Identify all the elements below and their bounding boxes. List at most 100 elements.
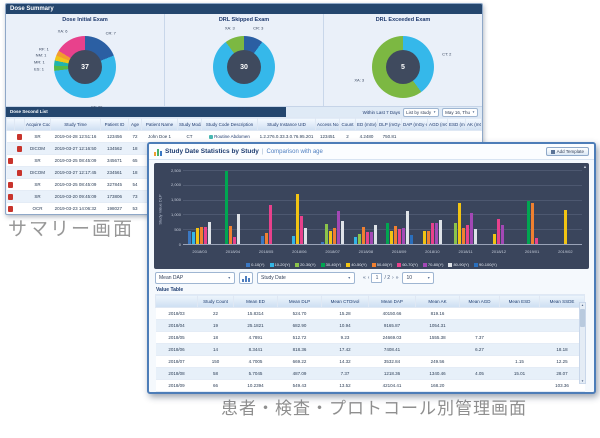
cell: 3532.84 <box>368 355 416 368</box>
date-select[interactable]: May 16, Thu ▼ <box>442 107 478 117</box>
prev-page-icon[interactable]: ‹ <box>367 275 370 281</box>
column-header[interactable]: DLP (mGy·cm) <box>377 117 402 131</box>
y-tick-label: 2,500 <box>170 167 181 173</box>
column-header[interactable]: Study Time <box>50 117 101 131</box>
legend-item[interactable]: 10-20(Y) <box>269 262 290 267</box>
bar-50-60(Y) <box>393 226 397 244</box>
column-header[interactable]: Acquire Code <box>24 117 51 131</box>
cell: 669.22 <box>277 355 322 368</box>
icon-cell <box>6 178 15 191</box>
value-table-row[interactable]: 2018/04 19 25.1821 682.90 10.94 9165.87 1054.3… <box>155 319 585 332</box>
cell: 150 <box>197 355 234 368</box>
legend-item[interactable]: 80-90(Y) <box>448 262 469 267</box>
first-page-icon[interactable]: « <box>363 275 366 281</box>
column-header[interactable]: Patient Name <box>141 117 178 131</box>
legend-item[interactable]: 0-10(Y) <box>246 262 265 267</box>
value-table-title: Value Table <box>156 287 184 293</box>
column-header[interactable]: Patient ID <box>100 117 129 131</box>
bar-10-20(Y) <box>291 235 295 244</box>
column-header[interactable]: Access No. <box>315 117 340 131</box>
cell: 2 <box>339 130 356 143</box>
column-header[interactable]: DAP (mGy·cm2) <box>401 117 428 131</box>
legend-item[interactable]: 20-30(Y) <box>295 262 316 267</box>
gridline <box>183 170 582 171</box>
column-header[interactable]: ED (mSv) <box>355 117 378 131</box>
column-header[interactable]: Study Count <box>197 294 234 308</box>
column-header[interactable]: Age <box>128 117 142 131</box>
donut-panel-skipped-exam: DRL Skipped Exam 30 CR: 3 CT: 24 XA: 3 <box>165 14 324 111</box>
scroll-up-icon[interactable]: ▲ <box>583 164 587 169</box>
column-header[interactable]: Mean ESD <box>499 294 540 308</box>
gridline <box>183 184 582 186</box>
legend-item[interactable]: 70-80(Y) <box>422 262 443 267</box>
icon-cell <box>14 190 25 203</box>
x-tick-label: 2018/09 <box>391 249 407 254</box>
value-table-row[interactable]: 2018/05 18 4.7891 512.72 9.23 24669.03 1555.38… <box>155 331 585 344</box>
icon-cell <box>7 215 15 216</box>
value-table-row[interactable]: 2018/03 22 15.8314 524.70 15.28 40150.66 819.1… <box>155 307 585 320</box>
column-header[interactable]: Study Instance UID <box>257 117 316 131</box>
chevron-down-icon: ▼ <box>427 276 431 280</box>
legend-item[interactable]: 40-50(Y) <box>346 262 367 267</box>
column-header[interactable]: Mean DLP <box>277 294 322 308</box>
column-header[interactable]: Mean ED <box>233 294 278 308</box>
column-header[interactable]: Count <box>339 117 356 131</box>
cell <box>459 379 500 392</box>
column-header[interactable]: Mean SSDE <box>539 294 585 308</box>
cell: 327845 <box>100 178 129 191</box>
value-table-scrollbar[interactable]: ▲ ▼ <box>579 302 586 384</box>
legend-label: 50-60(Y) <box>376 262 393 267</box>
column-header[interactable]: Mean AGD <box>459 294 500 308</box>
bar-50-60(Y) <box>530 202 534 244</box>
column-header[interactable]: Mean CTDIvol <box>321 294 369 308</box>
cell: 17.42 <box>321 343 369 356</box>
y-axis-title: Study Value DLP <box>157 194 163 225</box>
column-header[interactable]: Study Code Description <box>201 117 258 131</box>
legend-item[interactable]: 50-60(Y) <box>371 262 393 267</box>
axis-select[interactable]: Study Date ▼ <box>257 272 355 284</box>
filter-label: Within Last 7 Days <box>362 109 401 115</box>
value-table-row[interactable]: 2018/09 66 10.2394 549.43 13.52 42104.41 168.2… <box>155 379 585 392</box>
bar-80-90(Y) <box>438 220 442 244</box>
cell: SR <box>24 154 51 167</box>
metric-select[interactable]: Mean DAP ▼ <box>155 272 235 284</box>
cell: 123456 <box>100 130 129 143</box>
legend-item[interactable]: 30-40(Y) <box>320 262 341 267</box>
next-page-icon[interactable]: › <box>392 275 394 281</box>
column-header[interactable] <box>155 294 198 308</box>
column-header[interactable] <box>6 117 15 131</box>
scrollbar-thumb[interactable] <box>580 309 585 327</box>
column-header[interactable] <box>14 117 25 131</box>
pdf-icon <box>17 145 22 152</box>
bar-50-60(Y) <box>426 230 430 244</box>
column-header[interactable]: Mean AK <box>415 294 460 308</box>
page-size-select[interactable]: 10 ▼ <box>402 272 435 284</box>
column-header[interactable]: ESD (mGy) <box>447 117 466 131</box>
value-table-row[interactable]: 2018/10615.0527622.817.093045.0322.568.6… <box>155 391 585 392</box>
cell: 15.28 <box>321 307 369 320</box>
list-by-select[interactable]: List by study ▼ <box>403 107 440 117</box>
column-header[interactable]: AGD (mGy) <box>427 117 448 131</box>
scroll-up-icon[interactable]: ▲ <box>581 303 584 307</box>
legend-item[interactable]: 90-100(Y) <box>474 262 497 267</box>
scroll-down-icon[interactable]: ▼ <box>581 379 584 383</box>
alert-icon <box>8 181 13 188</box>
cell <box>459 319 500 332</box>
chart-type-icon[interactable] <box>239 272 253 284</box>
last-page-icon[interactable]: » <box>395 275 399 281</box>
list-by-value: List by study <box>406 109 432 115</box>
cell: 4.7005 <box>233 355 278 368</box>
page-number-input[interactable]: 1 <box>371 273 383 283</box>
value-table-row[interactable]: 2018/07 150 4.7005 669.22 14.32 3532.84 249.56… <box>155 355 585 368</box>
cell: 234561 <box>100 166 129 179</box>
column-header[interactable]: Mean DAP <box>368 294 416 308</box>
legend-item[interactable]: 60-70(Y) <box>397 262 418 267</box>
chart-controls: Mean DAP ▼ Study Date ▼ « ‹ 1 / 2 › » 10… <box>155 272 588 284</box>
column-header[interactable]: Study Modality <box>177 117 202 131</box>
icon-cell <box>14 154 25 167</box>
value-table-row[interactable]: 2018/06 14 8.3441 818.36 17.42 7408.41 6.27 18.… <box>155 343 585 356</box>
add-template-button[interactable]: Add Template <box>545 147 589 156</box>
column-header[interactable]: AK (mGy) <box>465 117 482 131</box>
value-table-row[interactable]: 2018/08 58 5.7045 487.09 7.37 1218.36 1340.46 4… <box>155 367 585 380</box>
